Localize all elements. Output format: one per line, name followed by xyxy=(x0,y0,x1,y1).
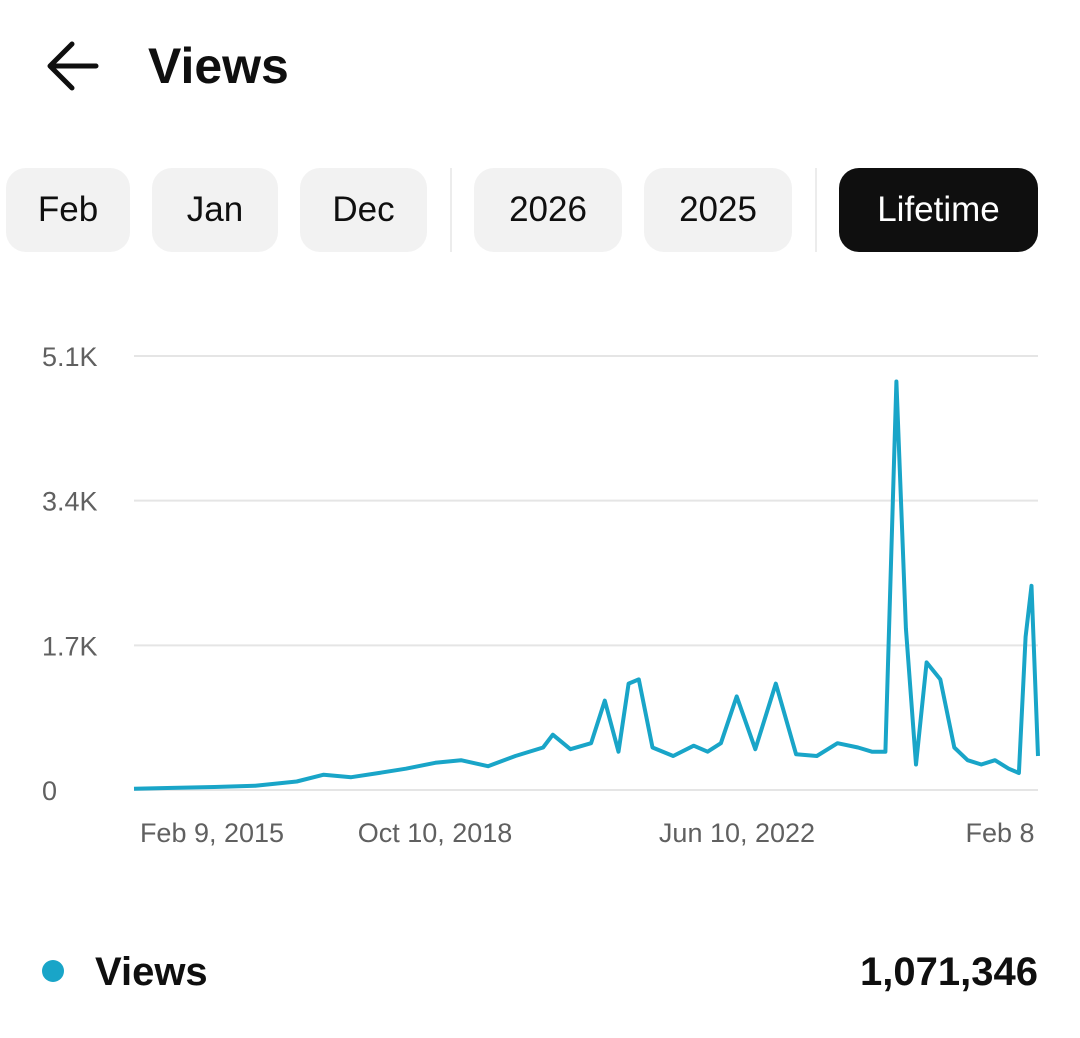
y-tick-label: 5.1K xyxy=(42,342,98,372)
period-chip-bar: Feb Jan Dec 2026 2025 Lifetime xyxy=(0,168,1080,252)
header: Views xyxy=(0,0,1080,130)
views-chart: 5.1K 3.4K 1.7K 0 Feb 9, 2015 Oct 10, 2018 Jun… xyxy=(0,330,1080,870)
chip-month-dec[interactable]: Dec xyxy=(300,168,427,252)
x-tick-label: Jun 10, 2022 xyxy=(659,818,815,848)
chip-lifetime[interactable]: Lifetime xyxy=(839,168,1038,252)
back-button[interactable] xyxy=(40,36,104,96)
x-tick-label: Feb 9, 2015 xyxy=(140,818,284,848)
page-title: Views xyxy=(148,38,289,94)
legend-row: Views 1,071,346 xyxy=(0,938,1080,1008)
y-tick-label: 0 xyxy=(42,776,57,806)
series-line-views xyxy=(133,379,1040,791)
chip-divider xyxy=(815,168,817,252)
chip-year-2026[interactable]: 2026 xyxy=(474,168,622,252)
chip-month-feb[interactable]: Feb xyxy=(6,168,130,252)
line-chart: 5.1K 3.4K 1.7K 0 Feb 9, 2015 Oct 10, 2018 Jun… xyxy=(42,342,1040,848)
legend-label: Views xyxy=(95,950,208,994)
y-tick-label: 3.4K xyxy=(42,487,98,517)
chip-divider xyxy=(450,168,452,252)
y-tick-label: 1.7K xyxy=(42,631,98,661)
x-tick-label: Oct 10, 2018 xyxy=(358,818,513,848)
arrow-left-icon xyxy=(47,41,99,91)
chip-year-2025[interactable]: 2025 xyxy=(644,168,792,252)
total-views-value: 1,071,346 xyxy=(860,950,1038,994)
chip-month-jan[interactable]: Jan xyxy=(152,168,278,252)
x-tick-label: Feb 8 xyxy=(965,818,1034,848)
legend-color-dot xyxy=(42,960,64,982)
